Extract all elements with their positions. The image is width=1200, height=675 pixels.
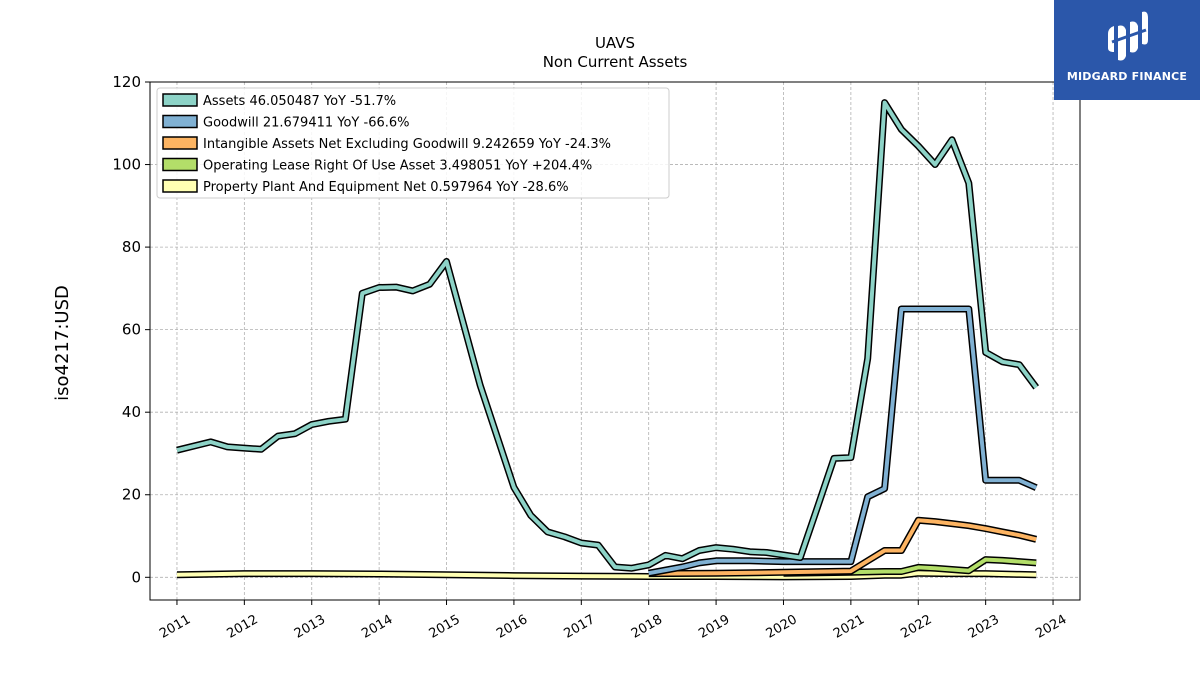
- series-line: [176, 569, 1037, 581]
- legend-swatch: [162, 179, 198, 193]
- x-tick-label: 2013: [292, 612, 328, 642]
- y-tick-label: 100: [112, 156, 141, 174]
- legend-item: Operating Lease Right Of Use Asset 3.498…: [162, 157, 592, 174]
- series-line: [176, 99, 1040, 572]
- series-line-fill: [176, 100, 1038, 571]
- y-tick-label: 120: [112, 73, 141, 91]
- legend-swatch: [162, 157, 198, 172]
- legend-item: Intangible Assets Net Excluding Goodwill…: [162, 136, 611, 152]
- x-tick-label: 2015: [427, 612, 463, 642]
- series-layer: [176, 99, 1040, 581]
- legend-box: [156, 87, 670, 199]
- x-tick-label: 2011: [157, 612, 193, 642]
- legend-swatch: [162, 93, 198, 107]
- series-line: [648, 305, 1038, 577]
- y-tick-label: 60: [122, 321, 141, 339]
- brand-logo: MIDGARD FINANCE: [1054, 0, 1200, 100]
- chart-subtitle: Non Current Assets: [543, 53, 688, 71]
- y-tick-label: 0: [131, 568, 141, 586]
- chart-title: UAVS: [595, 34, 635, 52]
- legend-item: Property Plant And Equipment Net 0.59796…: [162, 179, 569, 195]
- brand-name: MIDGARD FINANCE: [1066, 70, 1188, 83]
- x-tick-label: 2023: [966, 612, 1002, 642]
- midgard-logo-icon: [1108, 11, 1148, 61]
- y-tick-label: 40: [122, 403, 141, 421]
- x-tick-label: 2021: [831, 612, 867, 642]
- y-axis-label: iso4217:USD: [52, 285, 73, 401]
- legend-label: Operating Lease Right Of Use Asset 3.498…: [203, 159, 592, 174]
- x-tick-label: 2014: [359, 612, 395, 642]
- y-tick-label: 20: [122, 486, 141, 504]
- x-tick-label: 2024: [1033, 612, 1069, 642]
- plot-frame: [149, 81, 1081, 601]
- legend-swatch: [162, 136, 198, 150]
- x-tick-label: 2016: [494, 612, 530, 642]
- series-line-fill: [648, 518, 1037, 576]
- series-line-fill: [176, 571, 1037, 579]
- x-tick-label: 2020: [764, 612, 800, 642]
- legend-item: Assets 46.050487 YoY -51.7%: [162, 93, 396, 109]
- series-line: [648, 516, 1038, 578]
- x-tick-label: 2012: [225, 612, 261, 642]
- legend-label: Goodwill 21.679411 YoY -66.6%: [203, 116, 410, 131]
- legend-label: Intangible Assets Net Excluding Goodwill…: [203, 137, 611, 152]
- legend-label: Assets 46.050487 YoY -51.7%: [203, 94, 396, 109]
- y-axis: 0 20 40 60 80 100 120: [112, 73, 150, 586]
- y-tick-label: 80: [122, 238, 141, 256]
- x-tick-label: 2018: [629, 612, 665, 642]
- x-tick-label: 2017: [561, 612, 597, 642]
- legend: Assets 46.050487 YoY -51.7% Goodwill 21.6…: [156, 87, 670, 199]
- series-line: [783, 556, 1037, 577]
- legend-swatch: [162, 114, 198, 129]
- legend-label: Property Plant And Equipment Net 0.59796…: [203, 180, 569, 195]
- series-line-fill: [783, 557, 1037, 576]
- x-tick-label: 2019: [696, 612, 732, 642]
- series-line-outline: [648, 305, 1038, 577]
- x-tick-label: 2022: [898, 612, 934, 642]
- legend-item: Goodwill 21.679411 YoY -66.6%: [162, 114, 410, 131]
- series-line-fill: [648, 307, 1038, 576]
- x-axis: 2011 2012 2013 2014 2015 2016 2017 2018 2019 2020…: [157, 600, 1069, 642]
